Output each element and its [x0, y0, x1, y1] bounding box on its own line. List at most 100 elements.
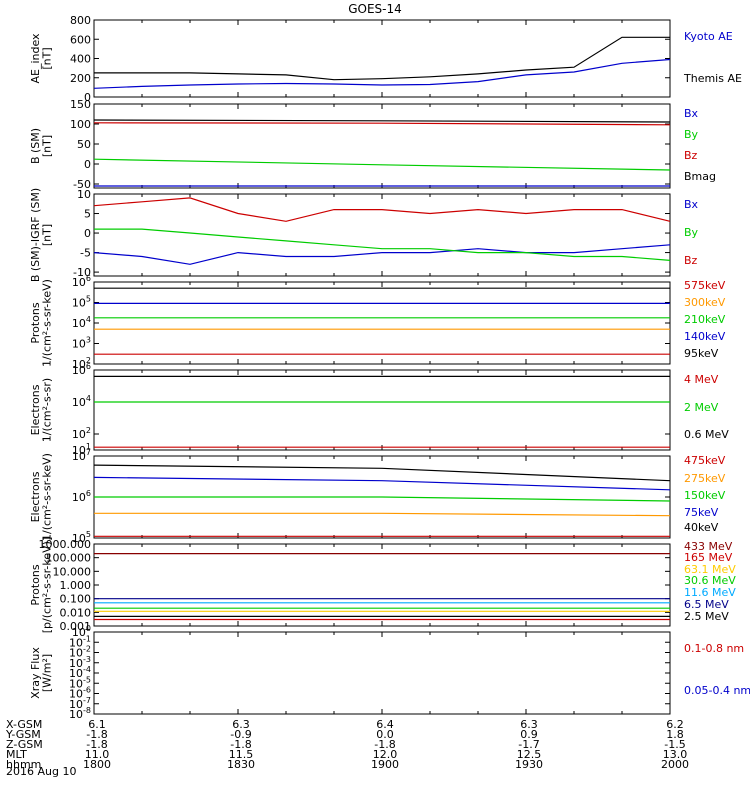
orbit-cell: -0.9 [230, 728, 251, 741]
tick-exponent: 2 [86, 356, 91, 365]
tick-exponent: -4 [83, 665, 91, 674]
orbit-cell: -1.5 [664, 738, 685, 751]
y-tick-label: 10-3 [69, 655, 91, 670]
y-tick-label: 10-6 [69, 686, 91, 701]
y-tick-label: 10 [77, 188, 91, 201]
orbit-cell: 6.2 [666, 718, 684, 731]
tick-base: 10 [69, 708, 83, 721]
series-line-bmag [93, 119, 671, 123]
orbit-cell: -1.8 [86, 728, 107, 741]
legend-entry: 165 MeV [684, 551, 733, 564]
y-tick-label: 0.001 [60, 620, 92, 633]
tick-exponent: 6 [86, 362, 91, 371]
legend-entry: 300keV [684, 296, 726, 309]
tick-exponent: -8 [83, 706, 91, 715]
y-tick-label: 106 [72, 274, 91, 289]
orbit-cell: 6.1 [88, 718, 106, 731]
y-axis-label: Electrons1/(cm²-s-sr) [29, 378, 54, 442]
y-axis-label-line: [nT] [40, 224, 53, 246]
orbit-cell: 12.5 [517, 748, 542, 761]
panel-ae: 0 200 400 600 800 AE_index[nT] Kyoto AE Themis … [29, 14, 742, 104]
y-tick-label: 101 [72, 442, 91, 457]
y-tick-label: 100 [70, 118, 91, 131]
tick-base: 10 [69, 698, 83, 711]
orbit-cell: -1.8 [374, 738, 395, 751]
series-line-bz [93, 197, 671, 222]
legend-entry: By [684, 128, 699, 141]
y-tick-label: 50 [77, 138, 91, 151]
tick-base: 10 [72, 532, 86, 545]
tick-base: 10 [72, 338, 86, 351]
legend-entry: Bx [684, 107, 699, 120]
y-axis-label: B (SM)-IGRF (SM)[nT] [29, 188, 54, 282]
legend-entry: 6.5 MeV [684, 598, 729, 611]
tick-exponent: -3 [83, 655, 91, 664]
legend-entry: Bmag [684, 170, 716, 183]
y-axis-label: Xray Flux[W/m²] [29, 647, 54, 699]
y-axis-label-line: Xray Flux [29, 647, 42, 699]
legend-entry: Bz [684, 149, 698, 162]
orbit-cell: 13.0 [663, 748, 688, 761]
tick-exponent: 0 [86, 624, 91, 633]
series-line-40kev [93, 464, 671, 482]
y-axis-label-line: [nT] [40, 47, 53, 69]
orbit-row-label: X-GSM [6, 718, 42, 731]
tick-base: 10 [72, 358, 86, 371]
y-tick-label: 10-2 [69, 645, 91, 660]
legend-entry: 275keV [684, 472, 726, 485]
y-tick-label: 106 [72, 362, 91, 377]
y-tick-label: 5 [84, 208, 91, 221]
panel-frame [93, 281, 671, 365]
orbit-cell: 6.4 [376, 718, 394, 731]
orbit-cell: 1930 [515, 758, 543, 771]
series-line-by [93, 158, 671, 171]
legend-entry: 4 MeV [684, 373, 719, 386]
tick-base: 10 [69, 677, 83, 690]
tick-base: 10 [72, 317, 86, 330]
tick-base: 10 [72, 444, 86, 457]
legend-entry: 140keV [684, 330, 726, 343]
orbit-cell: 11.0 [85, 748, 110, 761]
y-axis-label-line: [p/(cm²-s-sr-keV)] [40, 537, 53, 634]
series-line-150kev [94, 496, 671, 502]
legend-entry: 2.5 MeV [684, 610, 729, 623]
y-axis-label: B (SM)[nT] [29, 128, 54, 164]
y-tick-label: 102 [72, 356, 91, 371]
y-axis-label-line: B (SM)-IGRF (SM) [29, 188, 42, 282]
y-tick-label: 10.000 [53, 565, 92, 578]
y-axis-label-line: [W/m²] [40, 654, 53, 692]
legend-entry: 2 MeV [684, 401, 719, 414]
y-axis-label-line: Protons [29, 564, 42, 605]
date-label: 2016 Aug 10 [6, 765, 76, 778]
tick-exponent: 4 [86, 315, 91, 324]
legend-entry: 75keV [684, 506, 719, 519]
tick-base: 10 [72, 491, 86, 504]
y-tick-label: 10-8 [69, 706, 91, 721]
legend-entry: 575keV [684, 279, 726, 292]
y-axis-label-line: B (SM) [29, 128, 42, 164]
tick-base: 10 [72, 428, 86, 441]
series-line-themis-ae [94, 36, 670, 81]
legend-entry: Themis AE [683, 72, 742, 85]
y-tick-label: 1.000 [60, 579, 92, 592]
tick-exponent: -7 [83, 696, 91, 705]
y-axis-label: Electrons1/(cm²-s-sr-keV) [29, 453, 54, 541]
legend-entry: Bz [684, 254, 698, 267]
orbit-cell: 1.8 [666, 728, 684, 741]
y-tick-label: 0.010 [60, 606, 92, 619]
y-axis-label-line: Protons [29, 302, 42, 343]
orbit-row-label: MLT [6, 748, 27, 761]
orbit-row-label: hhmm [6, 758, 41, 771]
orbit-cell: -1.7 [518, 738, 539, 751]
panel-frame [93, 369, 671, 451]
y-tick-label: 600 [70, 33, 91, 46]
tick-exponent: 3 [86, 336, 91, 345]
panel-bigrf: -10 -5 0 5 10 B (SM)-IGRF (SM)[nT] Bx By Bz [29, 188, 699, 282]
series-line-kyoto-ae [93, 58, 671, 89]
series-line-by [94, 228, 671, 261]
orbit-cell: 6.3 [520, 718, 538, 731]
legend-entry: 475keV [684, 454, 726, 467]
